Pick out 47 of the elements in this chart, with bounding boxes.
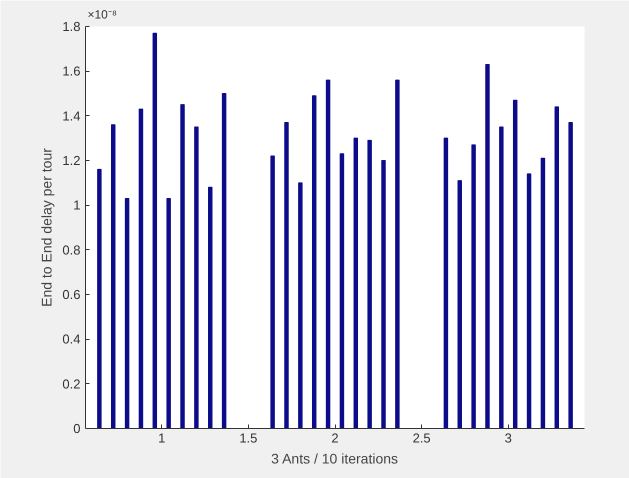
x-tick-label: 1 xyxy=(158,430,166,446)
y-axis-title: End to End delay per tour xyxy=(38,148,54,307)
bar xyxy=(326,80,330,428)
bar xyxy=(270,156,275,428)
y-tick-label: 1.4 xyxy=(62,108,81,124)
bar xyxy=(138,108,144,428)
bar xyxy=(512,100,518,428)
bar xyxy=(110,124,116,428)
bar xyxy=(568,122,573,428)
y-tick-label: 1.8 xyxy=(62,19,81,34)
y-tick-label: 0.6 xyxy=(62,287,81,302)
bar xyxy=(124,198,130,428)
bar xyxy=(367,140,372,428)
x-tick-label: 3 xyxy=(504,430,512,446)
y-tick-label: 0.8 xyxy=(62,242,81,258)
bar xyxy=(458,180,462,428)
x-tick-label: 2.5 xyxy=(412,430,431,446)
bar xyxy=(97,168,102,428)
bar xyxy=(152,32,158,428)
bar xyxy=(166,198,171,428)
y-tick-label: 1.6 xyxy=(62,64,81,79)
bar xyxy=(180,104,185,428)
text: ×10⁻⁸ xyxy=(88,8,117,22)
y-tick-label: 1.2 xyxy=(62,153,81,168)
x-tick-label: 2 xyxy=(331,430,339,446)
y-tick-label: 1 xyxy=(73,198,81,213)
bar xyxy=(554,106,560,428)
bar xyxy=(284,122,289,428)
bar xyxy=(312,95,316,428)
bar xyxy=(526,173,532,428)
bar xyxy=(298,182,303,428)
bar xyxy=(222,93,226,428)
bar xyxy=(395,80,400,428)
y-tick-label: 0 xyxy=(73,421,81,436)
y-tick-label: 0.4 xyxy=(62,332,81,347)
bar xyxy=(444,138,448,428)
x-axis-title: 3 Ants / 10 iterations xyxy=(271,450,398,466)
x-tick-label: 1.5 xyxy=(239,430,258,446)
bar xyxy=(471,144,476,428)
bar xyxy=(540,158,546,428)
bar xyxy=(485,64,490,428)
bar xyxy=(354,138,358,428)
bar xyxy=(208,186,212,428)
y-tick-label: 0.2 xyxy=(62,376,81,392)
bar xyxy=(340,153,344,428)
bar xyxy=(499,126,504,428)
bar xyxy=(194,126,199,428)
